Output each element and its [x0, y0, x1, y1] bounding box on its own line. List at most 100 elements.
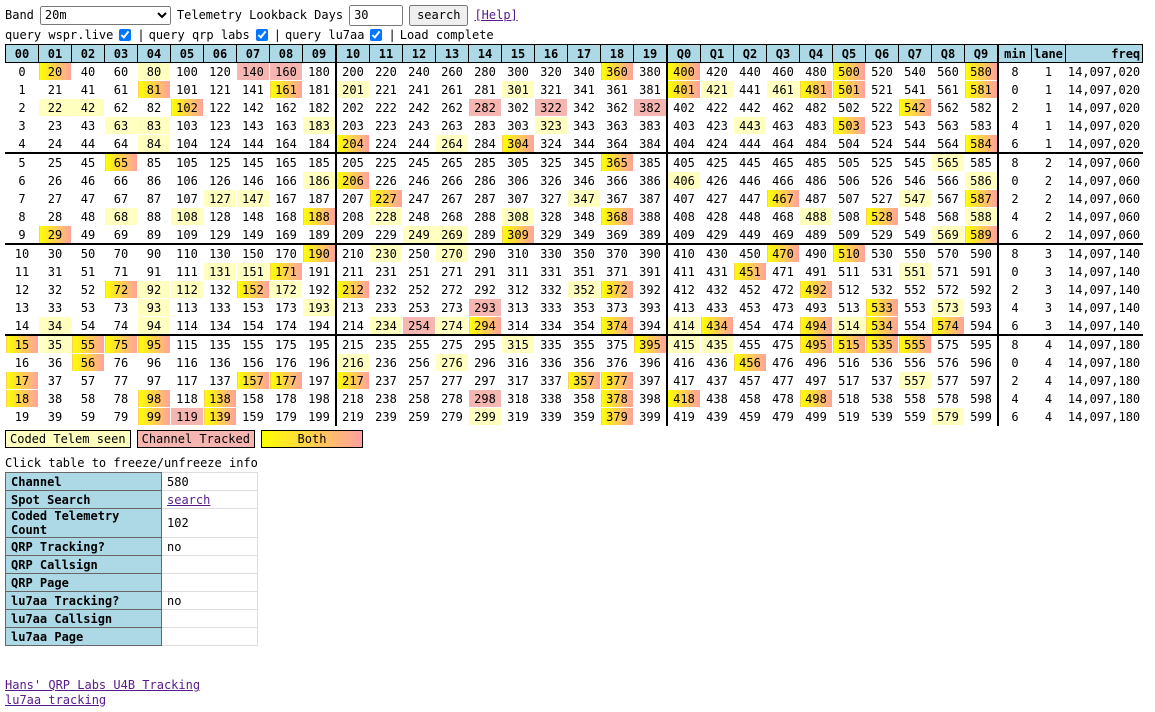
channel-cell[interactable]: 467 — [766, 189, 800, 208]
channel-cell[interactable]: 103 — [170, 116, 204, 135]
channel-cell[interactable]: 207 — [335, 189, 370, 208]
channel-cell[interactable]: 49 — [71, 225, 105, 245]
channel-cell[interactable]: 588 — [964, 207, 999, 226]
channel-cell[interactable]: 191 — [302, 262, 337, 281]
channel-cell[interactable]: 489 — [799, 225, 833, 245]
channel-cell[interactable]: 339 — [534, 407, 568, 426]
channel-cell[interactable]: 114 — [170, 316, 204, 336]
channel-cell[interactable]: 384 — [633, 134, 668, 154]
channel-cell[interactable]: 8 — [5, 207, 39, 226]
channel-cell[interactable]: 82 — [137, 98, 171, 117]
channel-cell[interactable]: 171 — [269, 262, 303, 281]
channel-cell[interactable]: 541 — [898, 80, 932, 99]
channel-cell[interactable]: 298 — [468, 389, 502, 408]
table-row[interactable]: 18 38 58 78 98 118 138 158 178 198 218 238 258 278 298… — [5, 389, 1144, 408]
channel-cell[interactable]: 529 — [865, 225, 899, 245]
channel-cell[interactable]: 195 — [302, 334, 337, 354]
channel-cell[interactable]: 321 — [534, 80, 568, 99]
channel-cell[interactable]: 88 — [137, 207, 171, 226]
channel-cell[interactable]: 344 — [567, 134, 601, 154]
channel-cell[interactable]: 417 — [666, 371, 701, 390]
channel-cell[interactable]: 283 — [468, 116, 502, 135]
channel-cell[interactable]: 260 — [435, 62, 469, 81]
lookback-days-input[interactable] — [349, 4, 404, 26]
channel-cell[interactable]: 221 — [369, 80, 403, 99]
channel-cell[interactable]: 433 — [700, 298, 734, 317]
channel-cell[interactable]: 375 — [600, 334, 634, 354]
channel-cell[interactable]: 152 — [236, 280, 270, 299]
channel-cell[interactable]: 286 — [468, 171, 502, 190]
channel-cell[interactable]: 418 — [666, 389, 701, 408]
channel-cell[interactable]: 599 — [964, 407, 999, 426]
channel-cell[interactable]: 355 — [567, 334, 601, 354]
channel-cell[interactable]: 288 — [468, 207, 502, 226]
channel-cell[interactable]: 462 — [766, 98, 800, 117]
channel-cell[interactable]: 495 — [799, 334, 833, 354]
channel-cell[interactable]: 120 — [203, 62, 237, 81]
channel-cell[interactable]: 98 — [137, 389, 171, 408]
channel-cell[interactable]: 508 — [832, 207, 866, 226]
channel-cell[interactable]: 512 — [832, 280, 866, 299]
channel-cell[interactable]: 542 — [898, 98, 932, 117]
channel-cell[interactable]: 569 — [931, 225, 965, 245]
channel-cell[interactable]: 20 — [38, 62, 72, 81]
channel-cell[interactable]: 385 — [633, 152, 668, 172]
channel-cell[interactable]: 479 — [766, 407, 800, 426]
channel-cell[interactable]: 241 — [402, 80, 436, 99]
channel-cell[interactable]: 35 — [38, 334, 72, 354]
channel-cell[interactable]: 370 — [600, 243, 634, 263]
channel-cell[interactable]: 521 — [865, 80, 899, 99]
channel-cell[interactable]: 197 — [302, 371, 337, 390]
channel-cell[interactable]: 307 — [501, 189, 535, 208]
channel-cell[interactable]: 196 — [302, 353, 337, 372]
channel-cell[interactable]: 393 — [633, 298, 668, 317]
table-row[interactable]: 1 21 41 61 81 101 121 141 161 181 201 221 241 261 281 3… — [5, 80, 1144, 99]
channel-cell[interactable]: 70 — [104, 243, 138, 263]
channel-cell[interactable]: 493 — [799, 298, 833, 317]
channel-cell[interactable]: 371 — [600, 262, 634, 281]
table-row[interactable]: 16 36 56 76 96 116 136 156 176 196 216 236 256 276 296… — [5, 353, 1144, 372]
channel-cell[interactable]: 378 — [600, 389, 634, 408]
channel-cell[interactable]: 126 — [203, 171, 237, 190]
channel-cell[interactable]: 480 — [799, 62, 833, 81]
channel-cell[interactable]: 147 — [236, 189, 270, 208]
table-row[interactable]: 11 31 51 71 91 111 131 151 171 191 211 231 251 271 291… — [5, 262, 1144, 281]
channel-cell[interactable]: 242 — [402, 98, 436, 117]
channel-cell[interactable]: 491 — [799, 262, 833, 281]
channel-cell[interactable]: 413 — [666, 298, 701, 317]
channel-cell[interactable]: 341 — [567, 80, 601, 99]
channel-cell[interactable]: 524 — [865, 134, 899, 154]
channel-cell[interactable]: 115 — [170, 334, 204, 354]
channel-cell[interactable]: 448 — [733, 207, 767, 226]
channel-cell[interactable]: 33 — [38, 298, 72, 317]
channel-cell[interactable]: 389 — [633, 225, 668, 245]
channel-cell[interactable]: 188 — [302, 207, 337, 226]
channel-cell[interactable]: 547 — [898, 189, 932, 208]
channel-cell[interactable]: 360 — [600, 62, 634, 81]
channel-cell[interactable]: 240 — [402, 62, 436, 81]
channel-cell[interactable]: 117 — [170, 371, 204, 390]
channel-cell[interactable]: 311 — [501, 262, 535, 281]
channel-cell[interactable]: 414 — [666, 316, 701, 336]
channel-cell[interactable]: 559 — [898, 407, 932, 426]
hans-link[interactable]: Hans' QRP Labs U4B Tracking — [5, 678, 201, 692]
channel-cell[interactable]: 410 — [666, 243, 701, 263]
info-value[interactable]: search — [161, 490, 258, 509]
channel-cell[interactable]: 205 — [335, 152, 370, 172]
channel-cell[interactable]: 587 — [964, 189, 999, 208]
channel-cell[interactable]: 78 — [104, 389, 138, 408]
channel-cell[interactable]: 19 — [5, 407, 39, 426]
channel-cell[interactable]: 210 — [335, 243, 370, 263]
channel-cell[interactable]: 598 — [964, 389, 999, 408]
channel-cell[interactable]: 276 — [435, 353, 469, 372]
channel-cell[interactable]: 158 — [236, 389, 270, 408]
channel-cell[interactable]: 383 — [633, 116, 668, 135]
channel-cell[interactable]: 458 — [733, 389, 767, 408]
channel-cell[interactable]: 444 — [733, 134, 767, 154]
channel-cell[interactable]: 545 — [898, 152, 932, 172]
channel-cell[interactable]: 516 — [832, 353, 866, 372]
channel-cell[interactable]: 436 — [700, 353, 734, 372]
channel-cell[interactable]: 509 — [832, 225, 866, 245]
channel-cell[interactable]: 577 — [931, 371, 965, 390]
band-select[interactable]: 20m — [39, 5, 171, 25]
